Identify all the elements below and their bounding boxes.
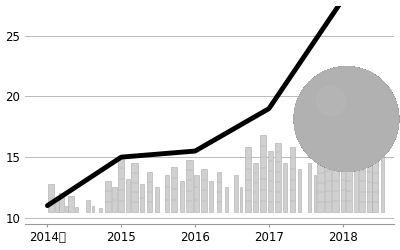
Bar [326,130,330,212]
Bar [112,188,117,212]
Bar [260,135,266,212]
Bar [254,163,258,212]
Bar [225,188,228,212]
Bar [118,157,124,212]
Bar [65,206,68,212]
Bar [317,115,324,212]
Bar [298,169,302,212]
Bar [314,175,316,212]
Bar [332,108,339,212]
Bar [346,118,352,212]
Bar [86,200,90,212]
Bar [131,163,138,212]
Bar [76,207,78,212]
Bar [290,148,295,212]
Bar [275,142,281,212]
Bar [240,188,242,212]
Bar [201,169,206,212]
Bar [381,157,384,212]
Bar [126,179,130,212]
Bar [354,139,358,212]
Bar [340,127,345,212]
Bar [245,148,251,212]
Bar [367,133,372,212]
Bar [68,196,74,212]
Bar [234,175,238,212]
Bar [186,160,192,212]
Bar [216,172,221,212]
Bar [308,163,311,212]
Bar [48,184,54,212]
Bar [283,163,287,212]
Bar [172,167,177,212]
Bar [55,201,59,212]
Bar [147,172,152,212]
Bar [180,181,184,212]
Bar [359,111,365,212]
Bar [105,181,111,212]
Bar [268,151,273,212]
Bar [210,181,213,212]
Bar [99,208,102,212]
Bar [372,115,378,212]
Bar [155,188,158,212]
Bar [59,194,64,212]
Bar [92,206,94,212]
Bar [194,175,199,212]
Bar [165,175,169,212]
Bar [140,184,144,212]
